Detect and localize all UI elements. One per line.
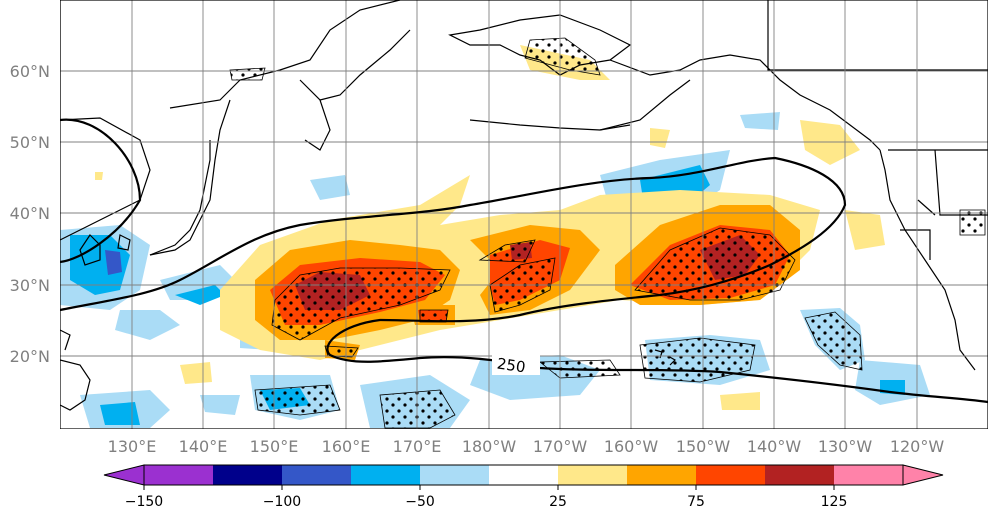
lon-label-160e: 160°E: [322, 437, 371, 456]
lon-label-140e: 140°E: [179, 437, 228, 456]
lon-label-180w: 180°W: [462, 437, 517, 456]
lon-label-170w: 170°W: [533, 437, 588, 456]
latitude-labels: 60°N 50°N 40°N 30°N 20°N: [10, 62, 50, 366]
colorbar-bin-1: [144, 465, 213, 485]
contour-label: 250: [496, 355, 527, 377]
colorbar-bin-8: [627, 465, 696, 485]
colorbar-bin-10: [765, 465, 834, 485]
lat-label-40: 40°N: [10, 204, 50, 223]
lat-label-60: 60°N: [10, 62, 50, 81]
graticule: [60, 0, 988, 429]
longitude-labels: 130°E 140°E 150°E 160°E 170°E 180°W 170°…: [108, 437, 945, 456]
colorbar-bin-5: [420, 465, 489, 485]
colorbar-bin-2: [213, 465, 282, 485]
significance-stipple: [229, 37, 986, 429]
lon-label-160w: 160°W: [604, 437, 659, 456]
colorbar-ticks: [143, 485, 835, 490]
lon-label-130e: 130°E: [108, 437, 157, 456]
colorbar-bin-6: [489, 465, 558, 485]
colorbar-over-arrow: [902, 464, 944, 486]
lon-label-150w: 150°W: [676, 437, 731, 456]
colorbar-bin-9: [696, 465, 765, 485]
colorbar-label-minus50: −50: [405, 494, 435, 510]
colorbar-label-75: 75: [687, 494, 705, 510]
lon-label-130w: 130°W: [818, 437, 873, 456]
colorbar-label-minus150: −150: [125, 494, 163, 510]
lon-label-170e: 170°E: [393, 437, 442, 456]
lon-label-140w: 140°W: [747, 437, 802, 456]
colorbar-under-arrow: [103, 464, 145, 486]
contour-250: [60, 118, 988, 404]
lon-label-120w: 120°W: [890, 437, 945, 456]
colorbar-label-125: 125: [821, 494, 848, 510]
lat-label-50: 50°N: [10, 133, 50, 152]
lon-label-150e: 150°E: [250, 437, 299, 456]
colorbar-bin-11: [834, 465, 903, 485]
colorbar-label-minus100: −100: [263, 494, 301, 510]
map-panel: 250: [60, 0, 988, 429]
colorbar-frame: [143, 464, 904, 486]
colorbar-bin-4: [351, 465, 420, 485]
colorbar-bin-3: [282, 465, 351, 485]
colorbar-bin-7: [558, 465, 627, 485]
lat-label-20: 20°N: [10, 347, 50, 366]
lat-label-30: 30°N: [10, 276, 50, 295]
colorbar: −150 −100 −50 25 75 125: [103, 464, 944, 510]
colorbar-label-25: 25: [549, 494, 567, 510]
